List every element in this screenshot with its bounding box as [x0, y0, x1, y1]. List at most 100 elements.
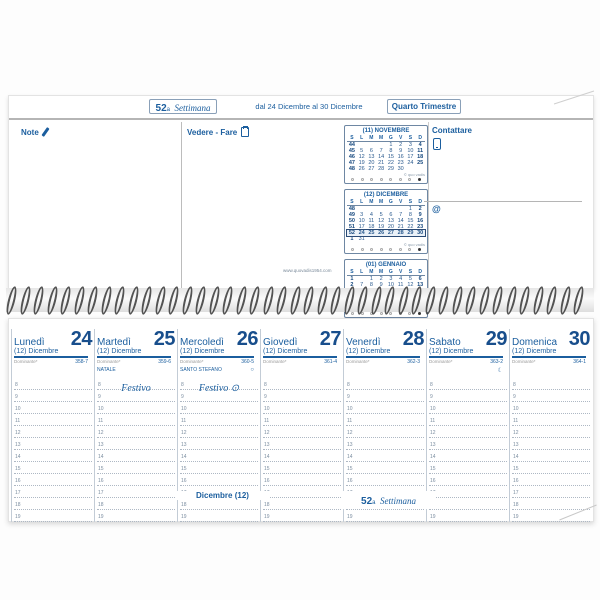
day-cell: 2 — [399, 142, 403, 148]
day-number: 29 — [485, 328, 508, 350]
week-word: Settimana — [174, 103, 211, 113]
hour-row: 13 — [263, 438, 341, 450]
wire-loop — [490, 285, 505, 316]
hour-row: 12 — [180, 426, 258, 438]
day-month: (12) Dicembre — [180, 348, 254, 358]
hour-label: 12 — [430, 430, 436, 436]
dot — [370, 312, 374, 315]
hour-row: 16 — [429, 474, 507, 486]
dot — [360, 312, 364, 315]
day-cell: 20 — [368, 160, 375, 166]
hour-row: 12 — [97, 426, 175, 438]
week-suffix: a — [166, 107, 170, 113]
mini-calendar-title: (11) NOVEMBRE — [362, 128, 410, 134]
day-header: M — [379, 269, 384, 275]
hour-row: 15 — [346, 462, 424, 474]
day-month: (12) Dicembre — [97, 348, 171, 358]
hour-row: 12 — [512, 426, 590, 438]
month-dots — [347, 177, 425, 181]
wire-loop — [139, 285, 154, 316]
hour-row: 10 — [97, 402, 175, 414]
hour-row: 15 — [263, 462, 341, 474]
day-cell: 31 — [358, 236, 365, 242]
day-of-year-count: 360-5 — [241, 359, 254, 365]
hour-row: 14 — [180, 450, 258, 462]
day-cell: 16 — [397, 154, 404, 160]
hour-row: 13 — [14, 438, 92, 450]
hour-label: 11 — [181, 418, 187, 424]
calendar-week-row: 52 24 25 26 27 28 29 30 — [346, 229, 426, 237]
hour-label: 13 — [430, 442, 436, 448]
wire-loop — [274, 285, 289, 316]
day-cell: 15 — [387, 154, 394, 160]
wire-loop — [504, 285, 518, 316]
week-number-box: 52a Settimana — [149, 99, 217, 114]
hour-label: 12 — [347, 430, 353, 436]
wire-loop — [220, 285, 235, 316]
day-subheader: Dominante* 362-3 — [346, 359, 420, 365]
day-header: Mercoledì 26 — [180, 329, 259, 349]
day-cell: 27 — [368, 166, 375, 172]
wire-loop — [193, 285, 208, 316]
hour-grid: 8 9 10 — [263, 378, 341, 522]
day-cell: 28 — [378, 166, 385, 172]
hour-row: 18 — [429, 498, 507, 510]
brand-url: www.quovadis1954.com — [283, 268, 332, 273]
day-month: (12) Dicembre — [346, 348, 420, 358]
day-cell: 6 — [369, 148, 373, 154]
day-header: Venerdì 28 — [346, 329, 425, 349]
wire-loop — [544, 285, 559, 316]
wire-loop — [531, 285, 545, 316]
wire-loop — [396, 285, 410, 316]
week-number-cell: 50 — [348, 218, 355, 224]
day-cell: 5 — [408, 276, 412, 282]
hour-label: 10 — [15, 406, 21, 412]
day-name: Martedì — [97, 337, 131, 348]
day-subheader: Dominante* 361-4 — [263, 359, 337, 365]
hour-label: 9 — [264, 394, 267, 400]
hour-row: 19 — [429, 510, 507, 522]
hour-row: 19 — [346, 510, 424, 522]
hour-row: 14 — [263, 450, 341, 462]
clipboard-icon — [241, 126, 250, 137]
hour-row: 10 — [180, 402, 258, 414]
day-cell: 10 — [407, 148, 414, 154]
hour-grid: 8 9 10 — [429, 378, 507, 522]
wire-loop — [517, 285, 532, 316]
hour-label: 12 — [513, 430, 519, 436]
day-cell: 13 — [368, 154, 375, 160]
hour-row: 9 — [180, 390, 258, 402]
dot — [370, 248, 374, 251]
hour-label: 19 — [181, 514, 187, 520]
hour-label: 12 — [98, 430, 104, 436]
hour-label: 15 — [264, 466, 270, 472]
day-header: L — [360, 135, 364, 141]
hour-row: 10 — [263, 402, 341, 414]
day-cell: 11 — [417, 148, 424, 154]
week-number-cell: 48 — [348, 206, 355, 212]
day-cell: 8 — [389, 148, 393, 154]
hour-label: 18 — [264, 502, 270, 508]
day-cell: 22 — [387, 160, 394, 166]
weekly-grid-page: Lunedì 24 (12) Dicembre Dominante* 358-7 — [8, 318, 594, 522]
wire-loop — [558, 285, 572, 316]
day-name: Giovedì — [263, 337, 298, 348]
wire-loop — [85, 285, 100, 316]
week-number-cell: 47 — [348, 160, 355, 166]
hour-label: 17 — [513, 490, 519, 496]
day-header: M — [369, 269, 374, 275]
day-name: Mercoledì — [180, 337, 224, 348]
hour-label: 13 — [347, 442, 353, 448]
day-cell: 17 — [407, 154, 414, 160]
wire-loop — [261, 285, 275, 316]
day-columns: Lunedì 24 (12) Dicembre Dominante* 358-7 — [11, 329, 592, 522]
hour-label: 10 — [264, 406, 270, 412]
day-number: 25 — [153, 328, 176, 350]
day-cell: 18 — [368, 224, 375, 230]
footer-week-label: 52a Settimana — [341, 491, 436, 509]
hour-label: 18 — [181, 502, 187, 508]
wire-loop — [409, 285, 424, 316]
